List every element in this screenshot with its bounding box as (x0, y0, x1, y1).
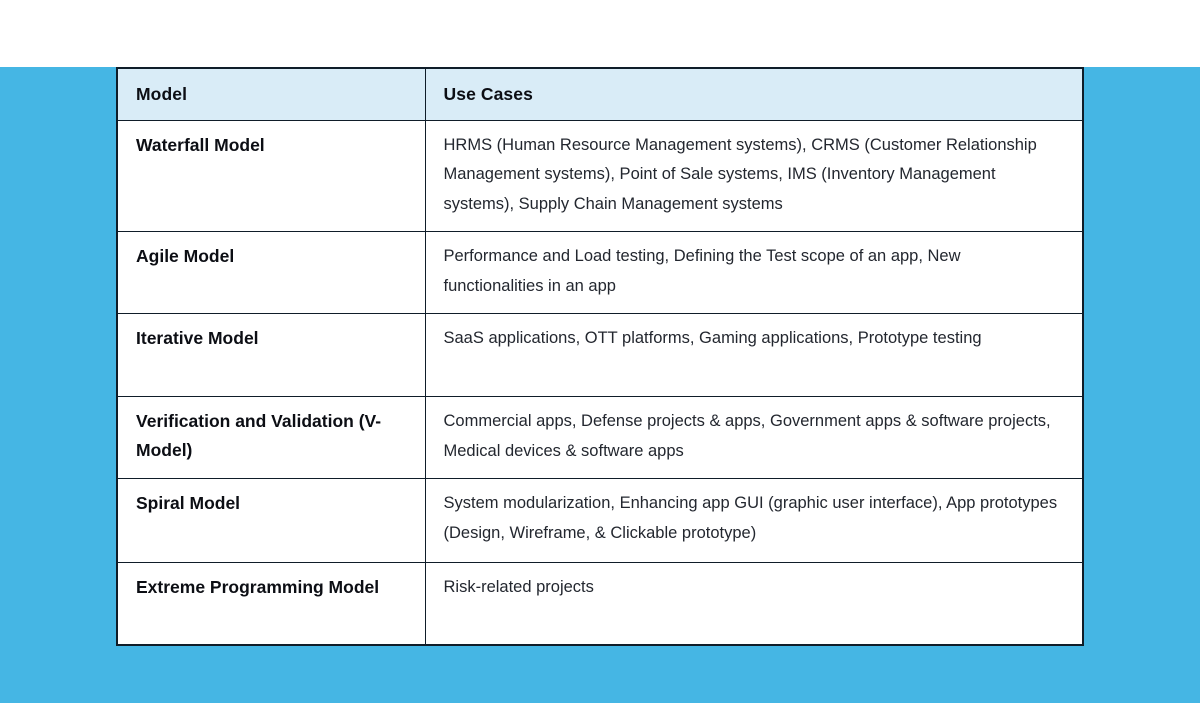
column-header-model: Model (116, 67, 426, 121)
use-cases-cell: System modularization, Enhancing app GUI… (424, 478, 1084, 563)
table-row: Spiral Model System modularization, Enha… (116, 478, 1084, 563)
use-cases-cell: Risk-related projects (424, 562, 1084, 645)
model-name-cell: Waterfall Model (116, 119, 426, 232)
table-row: Waterfall Model HRMS (Human Resource Man… (116, 119, 1084, 232)
header-row: Model Use Cases (116, 67, 1084, 121)
use-cases-cell: Commercial apps, Defense projects & apps… (424, 396, 1084, 479)
infographic-background: Model Use Cases Waterfall Model HRMS (Hu… (0, 67, 1200, 703)
use-cases-cell: SaaS applications, OTT platforms, Gaming… (424, 313, 1084, 397)
column-header-use-cases: Use Cases (424, 67, 1084, 121)
use-cases-cell: Performance and Load testing, Defining t… (424, 231, 1084, 314)
table-row: Iterative Model SaaS applications, OTT p… (116, 313, 1084, 397)
model-name-cell: Iterative Model (116, 313, 426, 397)
use-cases-cell: HRMS (Human Resource Management systems)… (424, 119, 1084, 232)
model-name-cell: Verification and Validation (V-Model) (116, 396, 426, 479)
sdlc-models-table: Model Use Cases Waterfall Model HRMS (Hu… (116, 67, 1084, 646)
table-row: Verification and Validation (V-Model) Co… (116, 396, 1084, 479)
model-name-cell: Agile Model (116, 231, 426, 314)
model-name-cell: Extreme Programming Model (116, 562, 426, 645)
table-row: Extreme Programming Model Risk-related p… (116, 562, 1084, 645)
model-name-cell: Spiral Model (116, 478, 426, 563)
table-row: Agile Model Performance and Load testing… (116, 231, 1084, 314)
